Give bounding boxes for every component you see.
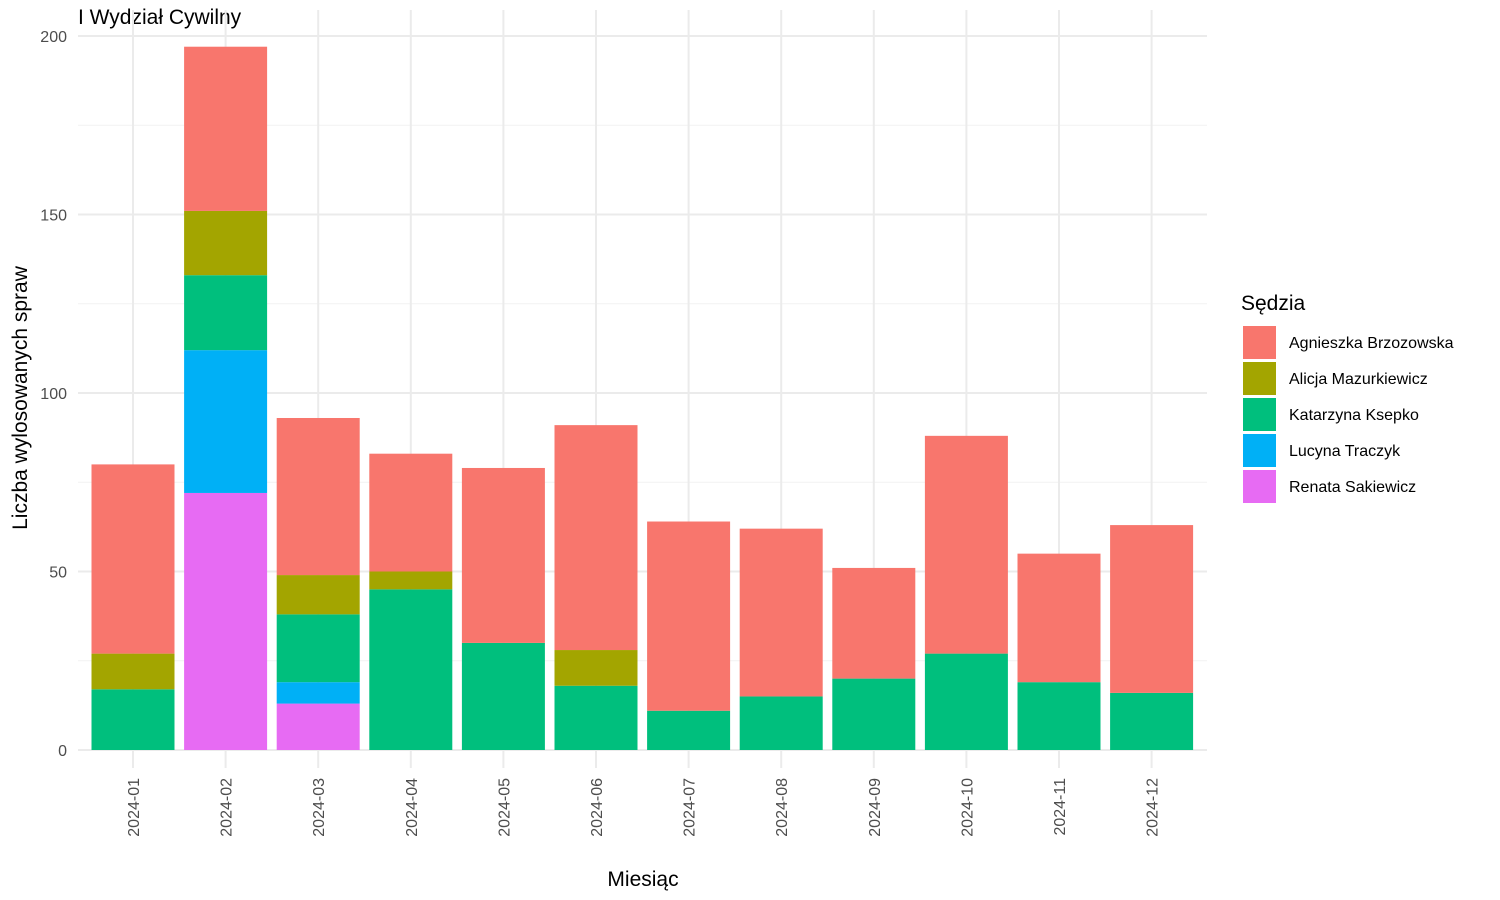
x-tick-label: 2024-05 — [496, 778, 513, 837]
legend-label: Lucyna Traczyk — [1289, 443, 1401, 460]
bar-segment — [276, 417, 360, 576]
chart-title: I Wydział Cywilny — [78, 6, 242, 29]
x-tick-label: 2024-09 — [867, 778, 884, 837]
legend-label: Alicja Mazurkiewicz — [1289, 371, 1428, 388]
bar-segment — [276, 703, 360, 750]
legend-label: Katarzyna Ksepko — [1289, 407, 1419, 424]
x-tick-label: 2024-04 — [404, 778, 421, 837]
legend: Sędzia Agnieszka Brzozowska Alicja Mazurk… — [1241, 292, 1454, 503]
bar-segment — [184, 46, 268, 211]
bar-segment — [276, 614, 360, 683]
y-tick-label: 50 — [49, 565, 67, 582]
y-tick-label: 0 — [58, 743, 67, 760]
x-tick-label: 2024-12 — [1145, 778, 1162, 837]
bar-segment — [1017, 682, 1101, 750]
bar-segment — [832, 567, 916, 679]
y-axis-title: Liczba wylosowanych spraw — [9, 265, 32, 530]
legend-label: Agnieszka Brzozowska — [1289, 335, 1454, 352]
bar-segment — [369, 571, 453, 590]
y-tick-label: 200 — [40, 29, 67, 46]
x-axis-ticks: 2024-01 2024-02 2024-03 2024-04 2024-05 2024-… — [126, 778, 1162, 837]
bar-segment — [647, 521, 731, 711]
x-tick-label: 2024-06 — [589, 778, 606, 837]
bar-segment — [91, 464, 175, 654]
bar-segment — [461, 642, 545, 750]
x-tick-label: 2024-01 — [126, 778, 143, 837]
bar-segment — [276, 682, 360, 704]
bar-segment — [554, 685, 638, 750]
legend-swatch — [1243, 470, 1276, 503]
bar-segment — [91, 689, 175, 750]
legend-swatch — [1243, 434, 1276, 467]
y-tick-label: 150 — [40, 208, 67, 225]
x-tick-label: 2024-08 — [774, 778, 791, 837]
bar-segment — [647, 710, 731, 750]
y-axis-ticks: 0 50 100 150 200 — [40, 29, 67, 760]
legend-title: Sędzia — [1241, 292, 1306, 315]
bar-segment — [184, 210, 268, 276]
bar-segment — [369, 589, 453, 750]
x-tick-label: 2024-10 — [959, 778, 976, 837]
x-tick-label: 2024-02 — [219, 778, 236, 837]
bar-segment — [1110, 525, 1194, 693]
bar-segment — [184, 492, 268, 750]
bar-layer — [91, 46, 1194, 750]
bar-segment — [276, 575, 360, 615]
x-tick-label: 2024-03 — [311, 778, 328, 837]
legend-label: Renata Sakiewicz — [1289, 479, 1416, 496]
legend-items: Agnieszka Brzozowska Alicja Mazurkiewicz K… — [1243, 326, 1454, 503]
legend-swatch — [1243, 398, 1276, 431]
legend-swatch — [1243, 362, 1276, 395]
bar-segment — [554, 425, 638, 651]
bar-segment — [924, 435, 1008, 654]
bar-segment — [184, 350, 268, 493]
bar-segment — [554, 650, 638, 686]
x-tick-label: 2024-11 — [1052, 778, 1069, 836]
bar-segment — [832, 678, 916, 750]
bar-segment — [924, 653, 1008, 750]
bar-segment — [184, 275, 268, 351]
bar-segment — [461, 467, 545, 643]
bar-segment — [91, 653, 175, 690]
x-axis-title: Miesiąc — [607, 868, 678, 891]
bar-segment — [739, 696, 823, 750]
bar-segment — [739, 528, 823, 697]
bar-segment — [1017, 553, 1101, 683]
y-tick-label: 100 — [40, 386, 67, 403]
bar-segment — [1110, 692, 1194, 750]
bar-segment — [369, 453, 453, 572]
x-tick-label: 2024-07 — [682, 778, 699, 837]
legend-swatch — [1243, 326, 1276, 359]
